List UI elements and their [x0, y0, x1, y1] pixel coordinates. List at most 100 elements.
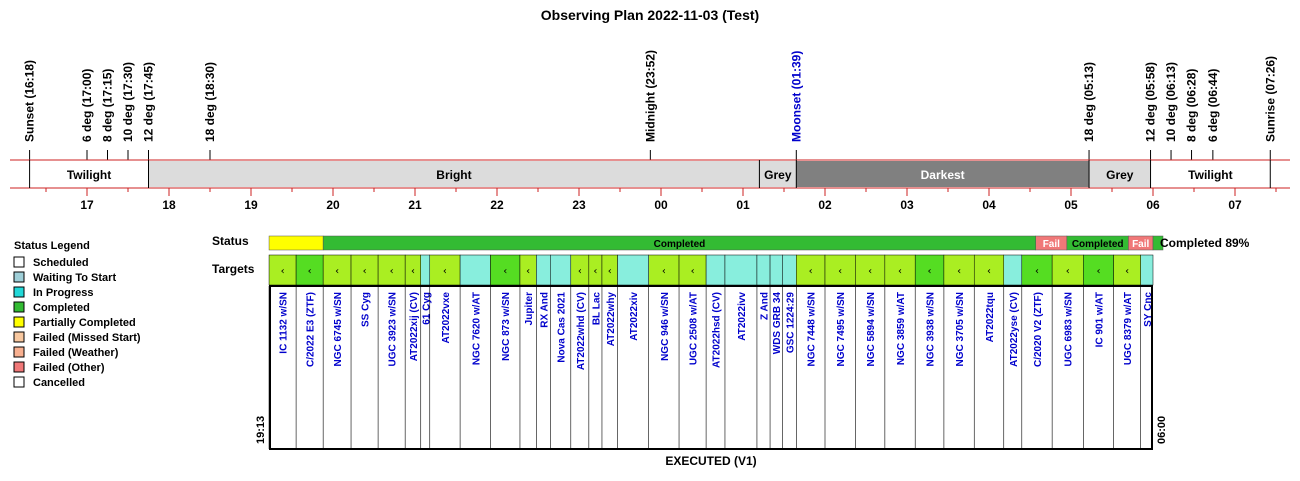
legend-item-label: Completed [33, 302, 90, 314]
phase-block [148, 161, 760, 187]
target-block [943, 254, 975, 286]
event-label: 8 deg (17:15) [101, 69, 115, 142]
target-marker: ‹ [957, 266, 961, 277]
target-name: NGC 873 w/SN [501, 292, 512, 361]
target-name: AT2022xij (CV) [409, 292, 420, 361]
target-name: Nova Cas 2021 [557, 292, 568, 363]
target-block [884, 254, 916, 286]
axis-tick-label: 02 [818, 198, 832, 212]
axis-tick-label: 17 [80, 198, 94, 212]
target-name: NGC 5894 w/SN [866, 292, 877, 366]
event-label: 10 deg (06:13) [1164, 62, 1178, 142]
target-marker: ‹ [390, 266, 394, 277]
phase-block [1150, 161, 1271, 187]
target-marker: ‹ [578, 266, 582, 277]
targets-row: ‹ ‹ ‹ ‹ ‹ ‹ ‹ ‹ ‹ ‹ ‹ ‹ ‹ ‹ ‹ ‹ ‹ ‹ ‹ ‹ ‹ ‹ ‹ ‹ ‹ [268, 254, 1154, 286]
legend-item-label: In Progress [33, 287, 94, 299]
target-block [420, 254, 431, 286]
legend-title: Status Legend [14, 240, 90, 252]
target-marker: ‹ [868, 266, 872, 277]
target-name: Jupiter [524, 292, 535, 325]
target-block [268, 254, 297, 286]
legend-item-label: Failed (Weather) [33, 347, 119, 359]
legend-swatch [13, 271, 25, 283]
target-name: UGC 6983 w/SN [1064, 292, 1075, 366]
status-segment-label: Completed [654, 239, 706, 250]
target-marker: ‹ [363, 266, 367, 277]
target-marker: ‹ [593, 266, 597, 277]
target-name: NGC 3705 w/SN [955, 292, 966, 366]
event-label: 10 deg (17:30) [121, 62, 135, 142]
target-marker: ‹ [503, 266, 507, 277]
phase-label: Twilight [1188, 168, 1232, 182]
phase-block [29, 161, 149, 187]
target-block [377, 254, 406, 286]
legend-swatch [13, 346, 25, 358]
legend-swatch [13, 376, 25, 388]
target-marker: ‹ [526, 266, 530, 277]
footer-label: EXECUTED (V1) [665, 454, 756, 468]
target-marker: ‹ [608, 266, 612, 277]
target-block [550, 254, 572, 286]
status-segment [1152, 235, 1164, 251]
target-name: AT2022why [606, 292, 617, 347]
event-label: 6 deg (17:00) [80, 69, 94, 142]
legend-item-label: Scheduled [33, 257, 89, 269]
target-name: 61 Cyg [421, 292, 432, 325]
axis-tick-label: 22 [490, 198, 504, 212]
target-name: AT2022tqu [985, 292, 996, 342]
target-name: NGC 7620 w/AT [471, 292, 482, 365]
axis-tick-label: 07 [1228, 198, 1242, 212]
target-name: AT2022whd (CV) [576, 292, 587, 370]
target-name: NGC 3859 w/AT [896, 292, 907, 365]
axis-tick-label: 06 [1146, 198, 1160, 212]
axis-tick-label: 21 [408, 198, 422, 212]
axis-tick-label: 20 [326, 198, 340, 212]
target-name: SY Cnc [1143, 292, 1154, 327]
completed-percentage: Completed 89% [1160, 236, 1250, 250]
event-label: Sunset (16:18) [23, 60, 37, 142]
legend-item-label: Failed (Other) [33, 362, 105, 374]
target-marker: ‹ [411, 266, 415, 277]
target-block [769, 254, 783, 286]
target-name: NGC 3938 w/SN [926, 292, 937, 366]
phase-block [796, 161, 1090, 187]
legend-swatch [13, 316, 25, 328]
event-label: 12 deg (05:58) [1144, 62, 1158, 142]
chart-title: Observing Plan 2022-11-03 (Test) [541, 7, 759, 23]
legend-swatch [13, 286, 25, 298]
event-label: 12 deg (17:45) [142, 62, 156, 142]
targets-frame [269, 285, 1153, 450]
target-marker: ‹ [662, 266, 666, 277]
event-label: Moonset (01:39) [789, 51, 803, 142]
status-row-label: Status [212, 234, 249, 248]
target-names: IC 1132 w/SN C/2022 E3 (ZTF) NGC 6745 w/SN… [268, 286, 1154, 449]
target-name: Z And [760, 292, 771, 320]
target-name: NGC 7495 w/SN [836, 292, 847, 366]
status-row: Completed Fail Completed Fail [268, 235, 1164, 251]
target-block [429, 254, 461, 286]
axis-tick-label: 18 [162, 198, 176, 212]
target-marker: ‹ [1125, 266, 1129, 277]
phase-label: Twilight [67, 168, 111, 182]
phase-label: Grey [764, 168, 792, 182]
phase-block [759, 161, 797, 187]
phase-block [1089, 161, 1151, 187]
target-name: AT2022vxe [441, 292, 452, 344]
target-block [1003, 254, 1023, 286]
target-name: RX And [539, 292, 550, 328]
target-block [490, 254, 521, 286]
status-segment-label: Fail [1132, 239, 1149, 250]
target-name: IC 901 w/AT [1094, 292, 1105, 347]
event-markers: Sunset (16:18) 6 deg (17:00) 8 deg (17:15)… [23, 50, 1277, 160]
status-segment-label: Fail [1043, 239, 1060, 250]
target-block [855, 254, 886, 286]
event-label: 8 deg (06:28) [1185, 69, 1199, 142]
target-name: SS Cyg [361, 292, 372, 327]
targets-row-label: Targets [212, 262, 255, 276]
axis-tick-label: 00 [654, 198, 668, 212]
target-marker: ‹ [928, 266, 932, 277]
target-block [914, 254, 945, 286]
legend-swatch [13, 301, 25, 313]
event-label: 18 deg (18:30) [203, 62, 217, 142]
